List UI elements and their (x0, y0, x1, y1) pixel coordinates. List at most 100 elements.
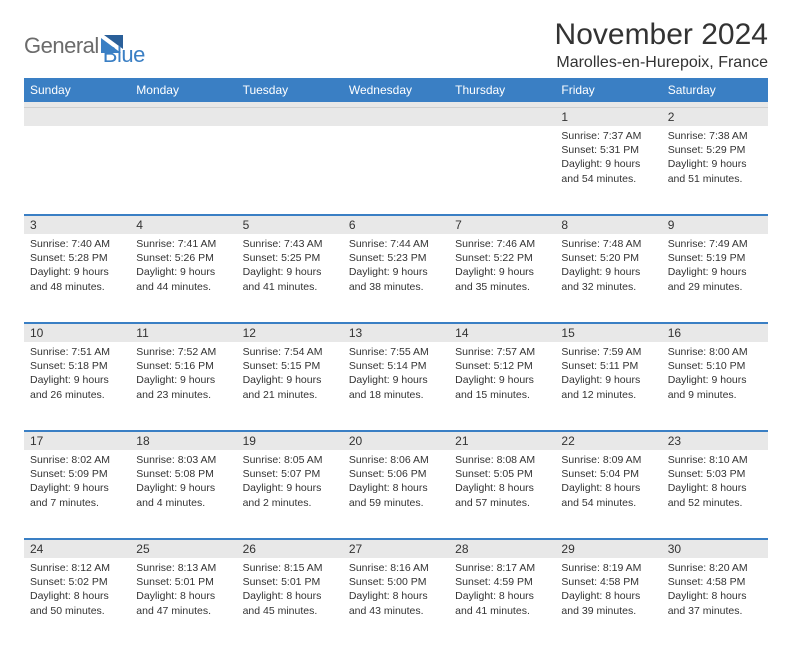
day-cell: Sunrise: 7:38 AMSunset: 5:29 PMDaylight:… (662, 126, 768, 214)
day-number: 13 (343, 324, 449, 342)
day-cell: Sunrise: 8:13 AMSunset: 5:01 PMDaylight:… (130, 558, 236, 646)
day-number: 27 (343, 540, 449, 558)
week-row: Sunrise: 8:12 AMSunset: 5:02 PMDaylight:… (24, 558, 768, 646)
sunrise-line: Sunrise: 7:46 AM (455, 237, 549, 251)
day-cell: Sunrise: 8:20 AMSunset: 4:58 PMDaylight:… (662, 558, 768, 646)
day-header-mon: Monday (130, 78, 236, 102)
day-cell: Sunrise: 8:12 AMSunset: 5:02 PMDaylight:… (24, 558, 130, 646)
calendar-page: General Blue November 2024 Marolles-en-H… (0, 0, 792, 612)
day-number: 14 (449, 324, 555, 342)
day-cell (449, 126, 555, 214)
sunrise-line: Sunrise: 7:57 AM (455, 345, 549, 359)
sunrise-line: Sunrise: 8:19 AM (561, 561, 655, 575)
sunrise-line: Sunrise: 8:05 AM (243, 453, 337, 467)
day-cell: Sunrise: 7:48 AMSunset: 5:20 PMDaylight:… (555, 234, 661, 322)
sunset-line: Sunset: 5:08 PM (136, 467, 230, 481)
sunset-line: Sunset: 5:11 PM (561, 359, 655, 373)
day-cell: Sunrise: 8:17 AMSunset: 4:59 PMDaylight:… (449, 558, 555, 646)
day-cell: Sunrise: 7:41 AMSunset: 5:26 PMDaylight:… (130, 234, 236, 322)
day-number (24, 108, 130, 126)
day-number: 9 (662, 216, 768, 234)
daylight-line: Daylight: 9 hours and 18 minutes. (349, 373, 443, 401)
sunrise-line: Sunrise: 7:48 AM (561, 237, 655, 251)
daylight-line: Daylight: 8 hours and 54 minutes. (561, 481, 655, 509)
day-cell: Sunrise: 8:03 AMSunset: 5:08 PMDaylight:… (130, 450, 236, 538)
day-header-sun: Sunday (24, 78, 130, 102)
sunset-line: Sunset: 5:01 PM (136, 575, 230, 589)
sunrise-line: Sunrise: 7:38 AM (668, 129, 762, 143)
sunrise-line: Sunrise: 8:06 AM (349, 453, 443, 467)
day-cell: Sunrise: 7:59 AMSunset: 5:11 PMDaylight:… (555, 342, 661, 430)
daylight-line: Daylight: 9 hours and 23 minutes. (136, 373, 230, 401)
daylight-line: Daylight: 9 hours and 29 minutes. (668, 265, 762, 293)
day-cell: Sunrise: 8:16 AMSunset: 5:00 PMDaylight:… (343, 558, 449, 646)
sunset-line: Sunset: 5:28 PM (30, 251, 124, 265)
day-cell: Sunrise: 8:15 AMSunset: 5:01 PMDaylight:… (237, 558, 343, 646)
day-cell: Sunrise: 8:09 AMSunset: 5:04 PMDaylight:… (555, 450, 661, 538)
brand-text-general: General (24, 33, 99, 59)
day-number-row: 24252627282930 (24, 538, 768, 558)
sunset-line: Sunset: 5:10 PM (668, 359, 762, 373)
day-cell: Sunrise: 7:46 AMSunset: 5:22 PMDaylight:… (449, 234, 555, 322)
sunrise-line: Sunrise: 8:12 AM (30, 561, 124, 575)
sunset-line: Sunset: 4:58 PM (668, 575, 762, 589)
day-cell: Sunrise: 7:43 AMSunset: 5:25 PMDaylight:… (237, 234, 343, 322)
daylight-line: Daylight: 9 hours and 21 minutes. (243, 373, 337, 401)
day-cell: Sunrise: 7:57 AMSunset: 5:12 PMDaylight:… (449, 342, 555, 430)
day-cell: Sunrise: 7:44 AMSunset: 5:23 PMDaylight:… (343, 234, 449, 322)
day-cell (130, 126, 236, 214)
brand-text-blue: Blue (103, 42, 145, 68)
week-row: Sunrise: 7:40 AMSunset: 5:28 PMDaylight:… (24, 234, 768, 322)
day-number-row: 10111213141516 (24, 322, 768, 342)
sunrise-line: Sunrise: 8:15 AM (243, 561, 337, 575)
sunrise-line: Sunrise: 8:00 AM (668, 345, 762, 359)
daylight-line: Daylight: 8 hours and 43 minutes. (349, 589, 443, 617)
sunrise-line: Sunrise: 7:41 AM (136, 237, 230, 251)
sunrise-line: Sunrise: 7:49 AM (668, 237, 762, 251)
day-cell: Sunrise: 7:55 AMSunset: 5:14 PMDaylight:… (343, 342, 449, 430)
day-number: 28 (449, 540, 555, 558)
daylight-line: Daylight: 8 hours and 37 minutes. (668, 589, 762, 617)
sunset-line: Sunset: 5:16 PM (136, 359, 230, 373)
sunset-line: Sunset: 5:26 PM (136, 251, 230, 265)
sunrise-line: Sunrise: 7:52 AM (136, 345, 230, 359)
day-number: 2 (662, 108, 768, 126)
day-number: 23 (662, 432, 768, 450)
day-number: 11 (130, 324, 236, 342)
daylight-line: Daylight: 9 hours and 51 minutes. (668, 157, 762, 185)
sunrise-line: Sunrise: 7:51 AM (30, 345, 124, 359)
sunrise-line: Sunrise: 8:20 AM (668, 561, 762, 575)
daylight-line: Daylight: 9 hours and 12 minutes. (561, 373, 655, 401)
daylight-line: Daylight: 8 hours and 59 minutes. (349, 481, 443, 509)
title-block: November 2024 Marolles-en-Hurepoix, Fran… (555, 18, 768, 72)
day-cell (24, 126, 130, 214)
daylight-line: Daylight: 9 hours and 48 minutes. (30, 265, 124, 293)
sunset-line: Sunset: 5:07 PM (243, 467, 337, 481)
sunset-line: Sunset: 5:03 PM (668, 467, 762, 481)
day-number: 6 (343, 216, 449, 234)
sunrise-line: Sunrise: 7:40 AM (30, 237, 124, 251)
day-number: 16 (662, 324, 768, 342)
day-number: 21 (449, 432, 555, 450)
day-cell: Sunrise: 7:40 AMSunset: 5:28 PMDaylight:… (24, 234, 130, 322)
week-row: Sunrise: 7:51 AMSunset: 5:18 PMDaylight:… (24, 342, 768, 430)
day-cell: Sunrise: 7:37 AMSunset: 5:31 PMDaylight:… (555, 126, 661, 214)
day-cell: Sunrise: 8:00 AMSunset: 5:10 PMDaylight:… (662, 342, 768, 430)
day-number-row: 12 (24, 108, 768, 126)
sunrise-line: Sunrise: 7:37 AM (561, 129, 655, 143)
sunrise-line: Sunrise: 8:03 AM (136, 453, 230, 467)
sunset-line: Sunset: 5:22 PM (455, 251, 549, 265)
day-number-row: 17181920212223 (24, 430, 768, 450)
sunset-line: Sunset: 5:14 PM (349, 359, 443, 373)
daylight-line: Daylight: 8 hours and 41 minutes. (455, 589, 549, 617)
day-number: 15 (555, 324, 661, 342)
day-number (343, 108, 449, 126)
brand-logo: General Blue (24, 24, 145, 68)
day-number: 26 (237, 540, 343, 558)
day-cell: Sunrise: 8:19 AMSunset: 4:58 PMDaylight:… (555, 558, 661, 646)
day-number (130, 108, 236, 126)
daylight-line: Daylight: 9 hours and 41 minutes. (243, 265, 337, 293)
day-number-row: 3456789 (24, 214, 768, 234)
sunrise-line: Sunrise: 8:10 AM (668, 453, 762, 467)
day-number: 29 (555, 540, 661, 558)
